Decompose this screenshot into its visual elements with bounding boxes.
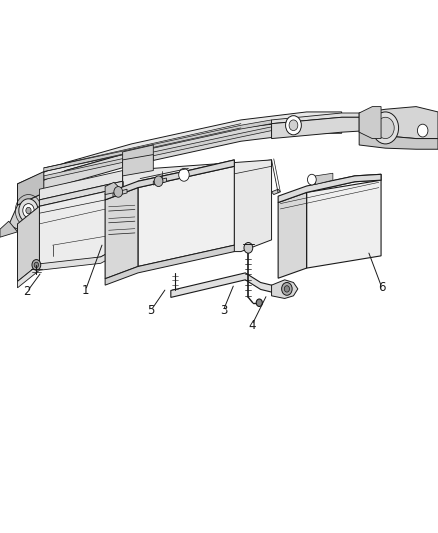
Polygon shape xyxy=(278,192,307,278)
Circle shape xyxy=(282,282,292,295)
Circle shape xyxy=(307,174,316,185)
Polygon shape xyxy=(359,132,438,149)
Polygon shape xyxy=(272,117,368,139)
Polygon shape xyxy=(138,160,234,188)
Circle shape xyxy=(23,204,34,217)
Polygon shape xyxy=(18,206,39,281)
Polygon shape xyxy=(18,172,44,205)
Circle shape xyxy=(289,120,298,131)
Polygon shape xyxy=(359,107,381,139)
Circle shape xyxy=(417,124,428,137)
Circle shape xyxy=(34,262,39,268)
Polygon shape xyxy=(272,189,280,195)
Polygon shape xyxy=(171,273,280,297)
Polygon shape xyxy=(44,127,272,180)
Polygon shape xyxy=(39,160,272,206)
Circle shape xyxy=(256,299,262,306)
Polygon shape xyxy=(18,245,123,288)
Text: 3: 3 xyxy=(220,304,227,317)
Polygon shape xyxy=(105,245,234,285)
Text: 5: 5 xyxy=(148,304,155,317)
Text: 1: 1 xyxy=(81,284,89,297)
Circle shape xyxy=(179,168,189,181)
Polygon shape xyxy=(44,120,272,172)
Circle shape xyxy=(284,286,290,292)
Text: 2: 2 xyxy=(23,285,31,298)
Polygon shape xyxy=(315,173,333,184)
Polygon shape xyxy=(272,280,298,298)
Circle shape xyxy=(154,176,163,187)
Polygon shape xyxy=(113,189,127,197)
Polygon shape xyxy=(278,174,381,203)
Polygon shape xyxy=(138,166,234,266)
Polygon shape xyxy=(105,160,234,200)
Text: 4: 4 xyxy=(248,319,256,332)
Polygon shape xyxy=(307,180,381,268)
Polygon shape xyxy=(123,160,272,252)
Text: 6: 6 xyxy=(378,281,386,294)
Circle shape xyxy=(286,116,301,135)
Polygon shape xyxy=(153,178,166,185)
Circle shape xyxy=(377,117,394,139)
Polygon shape xyxy=(105,182,118,195)
Polygon shape xyxy=(18,112,342,192)
Polygon shape xyxy=(39,171,123,200)
Circle shape xyxy=(372,112,399,144)
Circle shape xyxy=(19,199,38,222)
Polygon shape xyxy=(9,193,44,229)
Polygon shape xyxy=(359,107,438,139)
Polygon shape xyxy=(39,188,123,266)
Polygon shape xyxy=(123,145,153,167)
Circle shape xyxy=(32,260,41,270)
Polygon shape xyxy=(123,155,153,176)
Circle shape xyxy=(26,207,31,214)
Circle shape xyxy=(244,243,253,253)
Circle shape xyxy=(114,187,123,197)
Polygon shape xyxy=(18,120,342,205)
Polygon shape xyxy=(307,174,381,192)
Polygon shape xyxy=(272,113,368,124)
Polygon shape xyxy=(0,221,18,237)
Polygon shape xyxy=(105,188,138,279)
